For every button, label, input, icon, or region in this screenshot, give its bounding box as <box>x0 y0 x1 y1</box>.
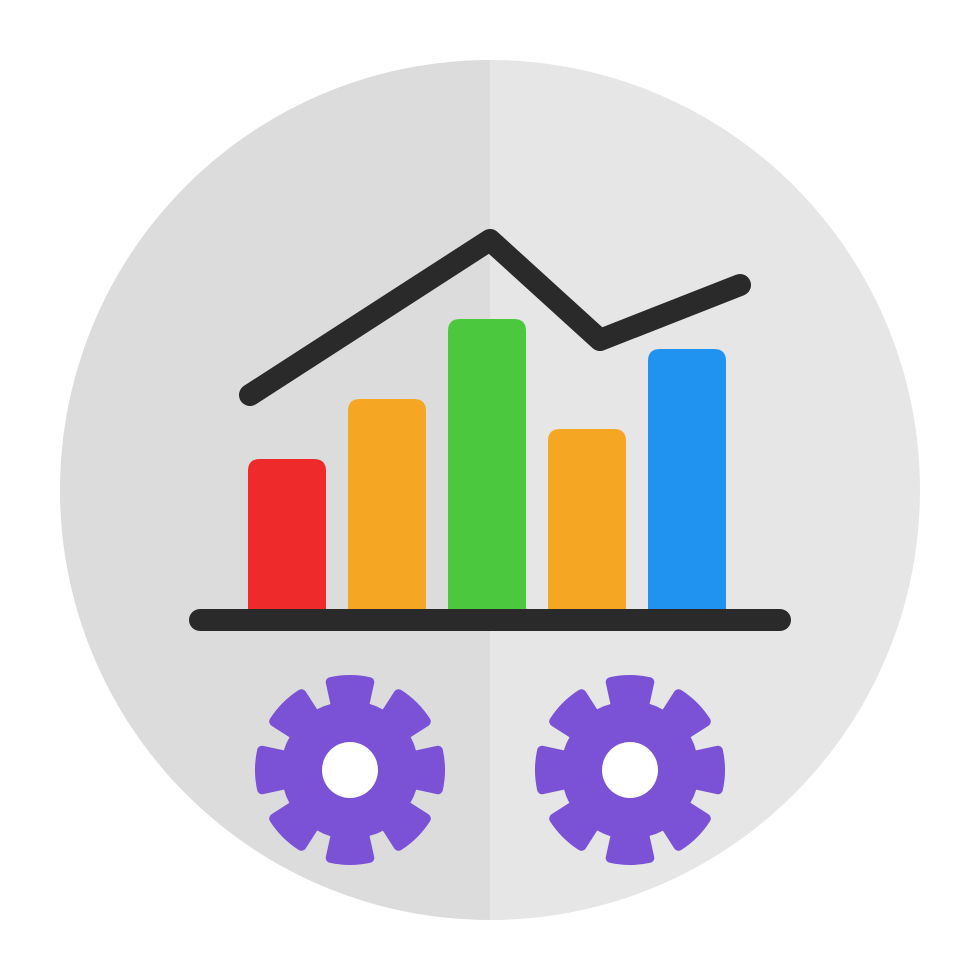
gear-hub <box>322 742 378 798</box>
bar-5 <box>648 349 726 609</box>
gear-icon <box>260 680 440 860</box>
bar-4 <box>548 429 626 609</box>
gear-icon <box>540 680 720 860</box>
gear-hub <box>602 742 658 798</box>
bar-1 <box>248 459 326 609</box>
bar-2 <box>348 399 426 609</box>
bar-3 <box>448 319 526 609</box>
analytics-settings-icon <box>0 0 980 980</box>
